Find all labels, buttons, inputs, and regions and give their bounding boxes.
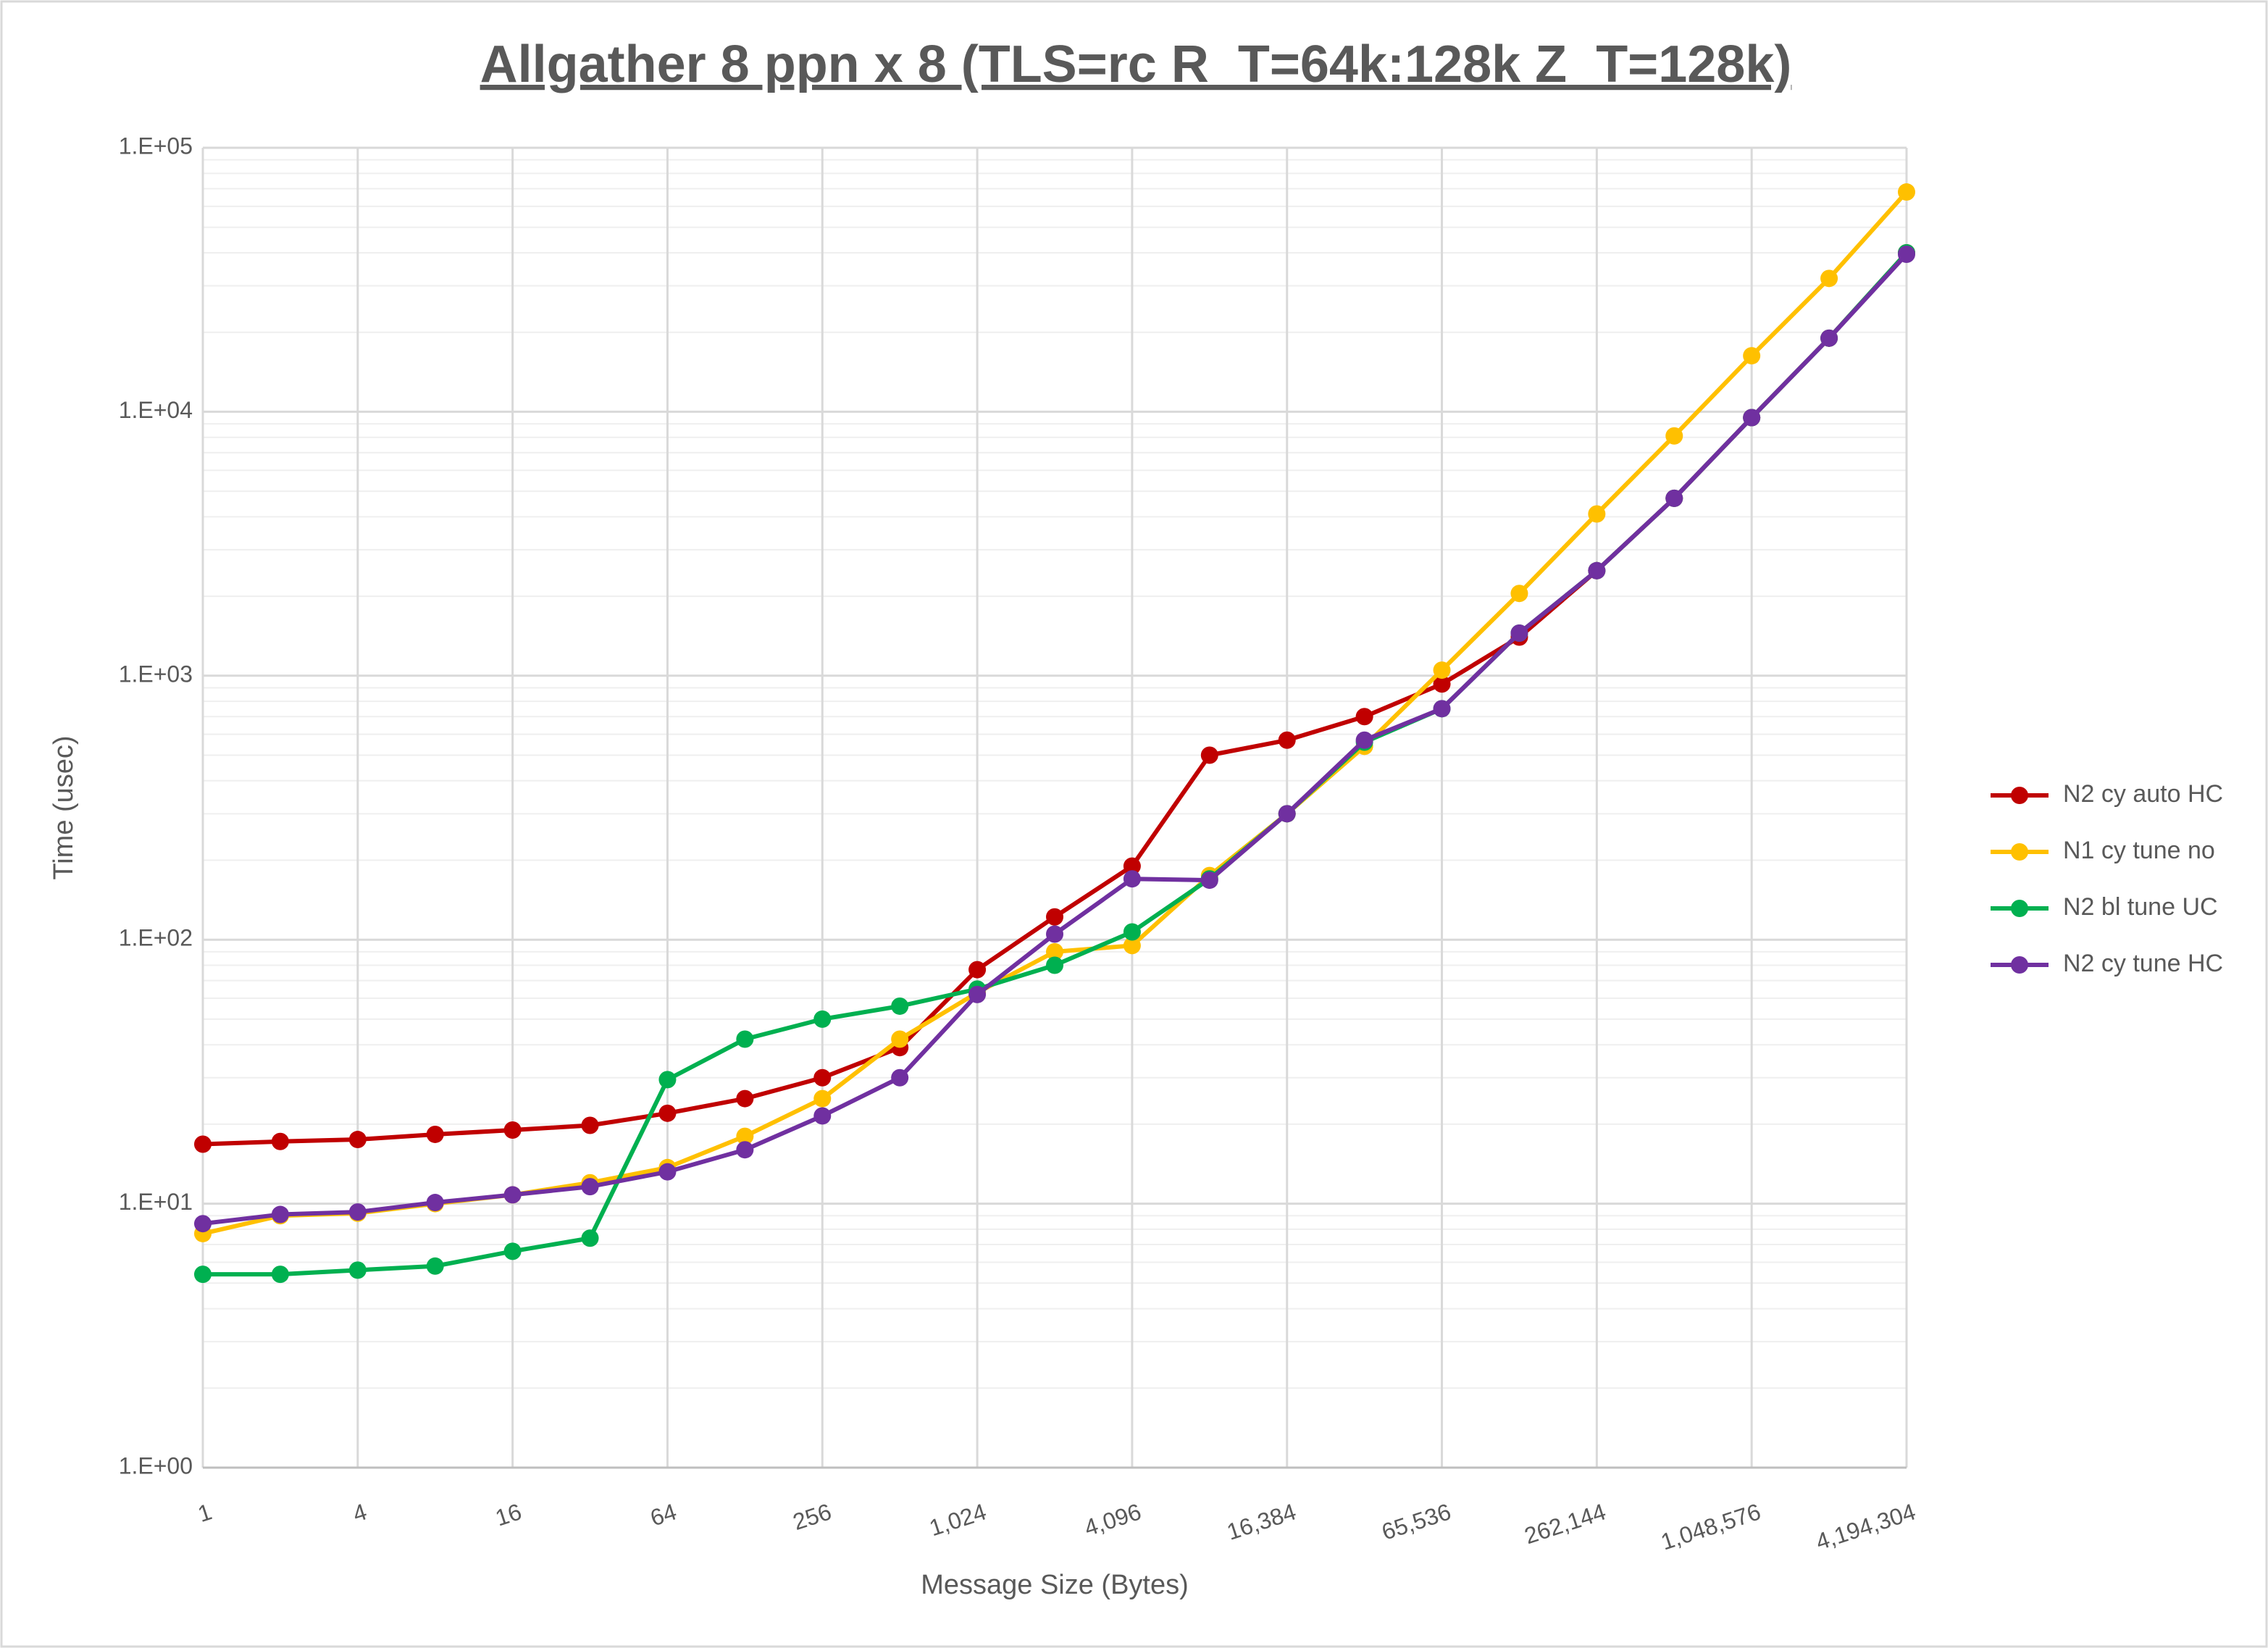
data-point bbox=[426, 1194, 444, 1212]
data-point bbox=[891, 997, 909, 1015]
legend-label: N1 cy tune no bbox=[2063, 837, 2215, 864]
data-point bbox=[736, 1127, 754, 1145]
y-tick-label: 1.E+05 bbox=[119, 133, 193, 159]
legend-marker bbox=[2011, 900, 2028, 917]
data-point bbox=[1123, 857, 1141, 875]
data-point bbox=[658, 1104, 677, 1122]
data-point bbox=[1433, 675, 1451, 693]
data-point bbox=[1898, 183, 1915, 201]
data-point bbox=[503, 1186, 522, 1204]
data-point bbox=[813, 1068, 832, 1087]
data-point bbox=[1123, 923, 1141, 941]
data-point bbox=[658, 1163, 677, 1181]
data-point bbox=[1743, 347, 1761, 365]
data-point bbox=[194, 1135, 212, 1153]
data-point bbox=[1046, 956, 1063, 974]
data-point bbox=[426, 1257, 444, 1275]
data-point bbox=[194, 1266, 212, 1284]
data-point bbox=[1355, 731, 1373, 749]
data-point bbox=[1123, 937, 1141, 955]
data-point bbox=[581, 1178, 599, 1196]
data-point bbox=[1665, 427, 1683, 445]
legend-marker bbox=[2011, 787, 2028, 804]
data-point bbox=[1820, 269, 1838, 288]
y-axis-label: Time (usec) bbox=[49, 735, 79, 879]
data-point bbox=[1123, 870, 1141, 888]
data-point bbox=[1510, 585, 1528, 603]
data-point bbox=[271, 1132, 289, 1150]
y-tick-label: 1.E+01 bbox=[119, 1189, 193, 1215]
data-point bbox=[271, 1266, 289, 1284]
y-tick-label: 1.E+00 bbox=[119, 1452, 193, 1478]
y-tick-label: 1.E+04 bbox=[119, 397, 193, 423]
data-point bbox=[1278, 731, 1296, 749]
data-point bbox=[813, 1010, 832, 1028]
data-point bbox=[348, 1261, 367, 1279]
data-point bbox=[503, 1121, 522, 1139]
data-point bbox=[891, 1068, 909, 1087]
data-point bbox=[1200, 746, 1218, 764]
data-point bbox=[1820, 329, 1838, 347]
data-point bbox=[736, 1030, 754, 1048]
data-point bbox=[503, 1242, 522, 1260]
data-point bbox=[1433, 661, 1451, 679]
legend-marker bbox=[2011, 956, 2028, 974]
y-tick-label: 1.E+02 bbox=[119, 925, 193, 951]
data-point bbox=[891, 1030, 909, 1048]
legend-label: N2 bl tune UC bbox=[2063, 893, 2218, 921]
data-point bbox=[968, 985, 987, 1003]
data-point bbox=[194, 1215, 212, 1233]
data-point bbox=[1355, 708, 1373, 726]
data-point bbox=[1510, 624, 1528, 642]
data-point bbox=[581, 1116, 599, 1134]
data-point bbox=[426, 1125, 444, 1143]
data-point bbox=[813, 1107, 832, 1125]
legend-label: N2 cy auto HC bbox=[2063, 780, 2223, 808]
data-point bbox=[271, 1205, 289, 1224]
data-point bbox=[1046, 925, 1063, 943]
data-point bbox=[968, 961, 987, 979]
x-axis-label: Message Size (Bytes) bbox=[921, 1570, 1189, 1600]
data-point bbox=[1046, 908, 1063, 926]
data-point bbox=[348, 1203, 367, 1221]
chart-title: Allgather 8 ppn x 8 (TLS=rc R_T=64k:128k… bbox=[480, 35, 1792, 93]
data-point bbox=[1278, 805, 1296, 823]
data-point bbox=[1665, 489, 1683, 507]
data-point bbox=[736, 1141, 754, 1159]
data-point bbox=[1200, 871, 1218, 890]
legend-marker bbox=[2011, 843, 2028, 861]
data-point bbox=[813, 1089, 832, 1108]
data-point bbox=[1588, 561, 1606, 580]
y-tick-label: 1.E+03 bbox=[119, 661, 193, 687]
data-point bbox=[1588, 505, 1606, 523]
data-point bbox=[1046, 942, 1063, 961]
data-point bbox=[1898, 246, 1915, 264]
data-point bbox=[736, 1089, 754, 1108]
data-point bbox=[348, 1131, 367, 1149]
data-point bbox=[581, 1229, 599, 1247]
legend-label: N2 cy tune HC bbox=[2063, 950, 2223, 977]
data-point bbox=[1743, 409, 1761, 427]
data-point bbox=[658, 1071, 677, 1089]
data-point bbox=[1433, 700, 1451, 718]
